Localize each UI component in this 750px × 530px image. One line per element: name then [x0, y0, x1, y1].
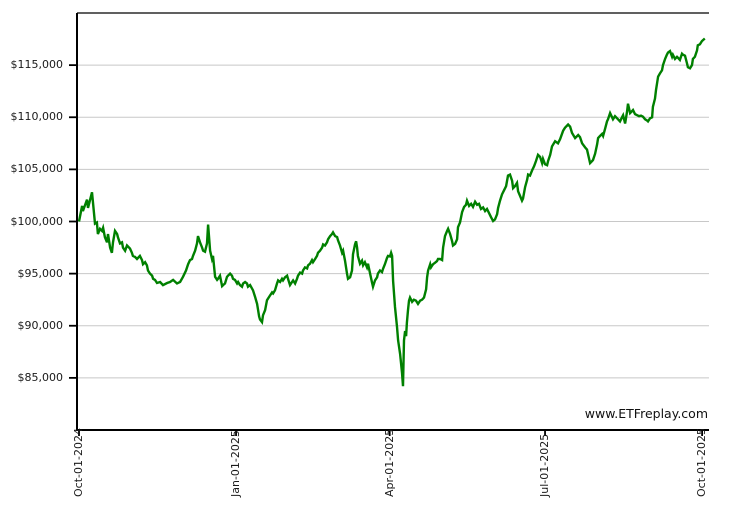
x-axis-tick-label: Apr-01-2025: [382, 428, 396, 497]
price-line: [77, 37, 706, 387]
y-axis-tick-label: $100,000: [10, 214, 64, 228]
y-axis-tick-label: $85,000: [17, 370, 64, 384]
y-axis-tick-label: $95,000: [17, 266, 64, 280]
y-axis-tick-label: $115,000: [10, 58, 64, 72]
y-axis-tick-label: $90,000: [17, 318, 64, 332]
x-axis-tick-label: Oct-01-2025: [695, 428, 709, 497]
x-axis-tick-label: Jul-01-2025: [538, 433, 552, 497]
y-axis-tick-label: $110,000: [10, 110, 64, 124]
y-axis-tick-label: $105,000: [10, 162, 64, 176]
etfreplay-watermark-link[interactable]: www.ETFreplay.com: [584, 406, 708, 421]
x-axis-tick-label: Oct-01-2024: [72, 428, 85, 497]
x-axis-tick-label: Jan-01-2025: [229, 430, 243, 497]
